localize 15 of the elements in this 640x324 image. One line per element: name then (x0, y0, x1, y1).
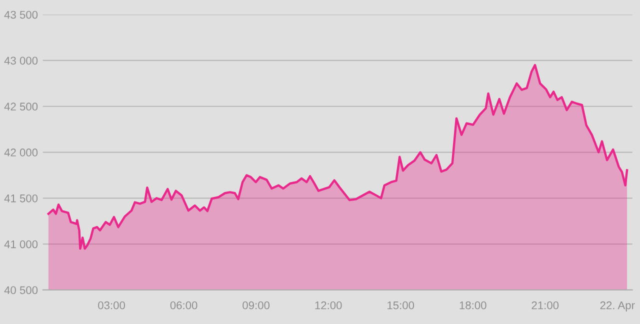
y-tick-label: 42 000 (4, 148, 38, 156)
y-tick-label: 43 000 (4, 56, 38, 65)
y-tick-label: 40 500 (4, 286, 38, 294)
x-tick-label: 15:00 (388, 301, 414, 310)
x-tick-label: 21:00 (532, 301, 559, 310)
y-tick-label: 43 500 (4, 10, 38, 19)
x-tick-label: 06:00 (170, 301, 198, 310)
x-tick-label: 18:00 (460, 301, 486, 310)
y-tick-label: 41 000 (4, 240, 38, 248)
x-tick-label: 22. Apr (600, 301, 635, 312)
x-tick-label: 09:00 (242, 301, 270, 310)
y-tick-label: 41 500 (4, 194, 38, 202)
x-tick-label: 03:00 (98, 301, 125, 310)
x-tick-label: 12:00 (315, 301, 342, 310)
y-tick-label: 42 500 (4, 102, 38, 111)
